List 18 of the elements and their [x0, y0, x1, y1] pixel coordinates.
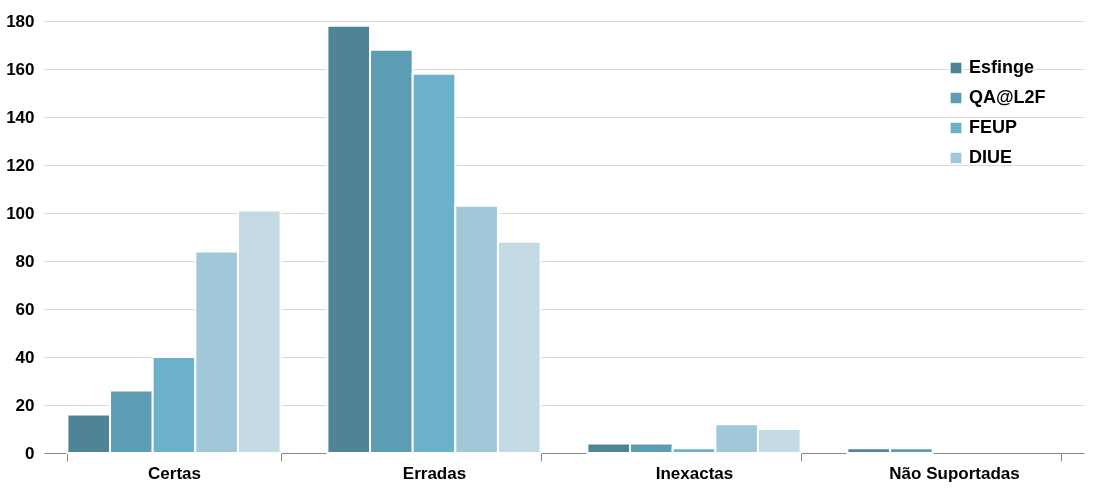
y-tick-label: 140 [6, 107, 35, 127]
y-tick-label: 20 [15, 395, 35, 415]
y-tick-label: 180 [6, 11, 35, 31]
y-tick-label: 60 [15, 299, 35, 319]
legend-label: QA@L2F [969, 87, 1046, 107]
y-tick-label: 80 [15, 251, 35, 271]
y-tick-label: 100 [6, 203, 35, 223]
y-tick-label: 120 [6, 155, 35, 175]
x-tick-label: Não Suportadas [889, 463, 1020, 483]
y-tick-label: 160 [6, 59, 35, 79]
y-tick-label: 40 [15, 347, 35, 367]
legend-label: Esfinge [969, 57, 1035, 77]
x-tick-label: Erradas [402, 463, 467, 483]
x-tick-label: Inexactas [655, 463, 734, 483]
y-tick-label: 0 [25, 443, 35, 463]
legend-label: DIUE [969, 147, 1013, 167]
x-tick-label: Certas [148, 463, 201, 483]
legend-label: FEUP [969, 117, 1018, 137]
